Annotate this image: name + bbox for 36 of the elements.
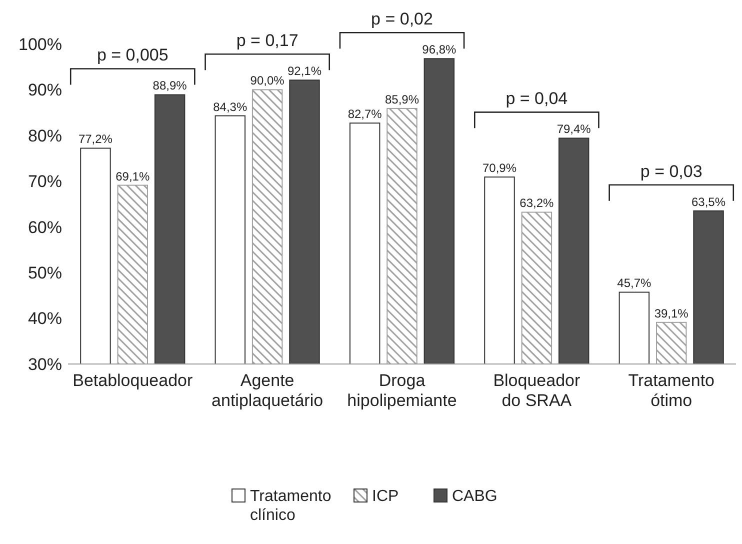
data-label: 82,7%: [348, 107, 382, 122]
data-label: 45,7%: [617, 276, 652, 290]
data-label: 39,1%: [654, 306, 689, 320]
y-tick-label: 30%: [28, 354, 62, 374]
data-label: 63,5%: [692, 194, 726, 209]
x-tick-label: Agente antiplaquetário: [212, 371, 324, 410]
data-label: 63,2%: [520, 196, 554, 210]
y-tick-label: 70%: [28, 172, 62, 192]
y-tick-label: 100%: [18, 34, 62, 54]
legend-label: Tratamento clínico: [250, 488, 332, 524]
y-tick-label: 90%: [28, 80, 62, 100]
x-tick-label: Droga hipolipemiante: [347, 371, 457, 410]
data-label: 69,1%: [116, 169, 150, 184]
annotation: p = 0,005: [96, 46, 168, 65]
y-tick-label: 60%: [28, 218, 62, 237]
data-label: 77,2%: [78, 132, 113, 146]
legend-label: ICP: [372, 488, 399, 505]
annotation: p = 0,04: [506, 89, 568, 108]
x-tick-label: Bloqueador do SRAA: [493, 371, 580, 410]
data-label: 85,9%: [384, 92, 420, 106]
data-label: 90,0%: [250, 74, 285, 88]
data-label: 92,1%: [287, 64, 322, 78]
annotation: p = 0,03: [640, 162, 702, 181]
text: p = 0,02: [371, 10, 433, 29]
data-label: 79,4%: [556, 122, 592, 136]
annotation: p = 0,17: [236, 31, 298, 50]
data-label: 84,3%: [213, 100, 248, 114]
legend-label: CABG: [452, 488, 498, 505]
data-label: 88,9%: [152, 78, 188, 93]
data-label: 96,8%: [422, 42, 457, 57]
x-tick-label: Tratamento ótimo: [628, 371, 715, 410]
x-tick-label: Betabloqueador: [72, 371, 194, 390]
y-tick-label: 80%: [28, 126, 62, 146]
data-label: 70,9%: [482, 161, 517, 176]
y-tick-label: 40%: [28, 309, 62, 328]
y-tick-label: 50%: [28, 264, 62, 283]
